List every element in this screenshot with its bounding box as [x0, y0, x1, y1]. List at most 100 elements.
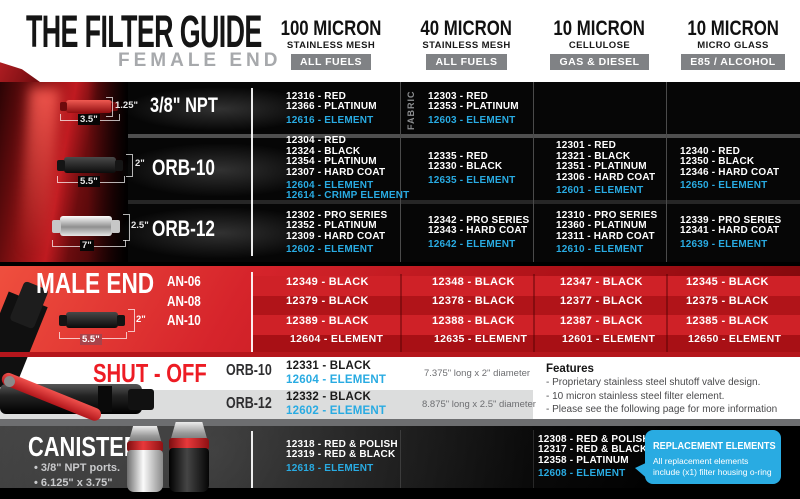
female-end-section [0, 82, 800, 262]
column-micron-label: 100 MICRON [280, 17, 382, 40]
part-number: 12316 - RED [286, 90, 347, 102]
part-number: 12385 - BLACK [686, 315, 769, 327]
element-number: 12610 - ELEMENT [556, 243, 644, 255]
part-number: 12332 - BLACK [286, 391, 372, 403]
part-number: 12318 - RED & POLISH [286, 438, 398, 450]
canister-heading: CANISTER [28, 431, 140, 462]
length-dim: 5.5" [80, 334, 102, 345]
length-dim: 7" [80, 240, 94, 251]
row-label-orb12: ORB-12 [152, 216, 215, 241]
column-divider [400, 274, 402, 354]
part-number: 12308 - RED & POLISH [538, 433, 650, 445]
part-number: 12379 - BLACK [286, 295, 369, 307]
orb10-filter-image [64, 157, 116, 173]
part-number: 12310 - PRO SERIES [556, 209, 658, 221]
part-number: 12346 - HARD COAT [680, 166, 780, 178]
height-dim: 1.25" [115, 100, 138, 111]
column-divider [666, 274, 668, 354]
bullet-item: • 6.125" x 3.75" [34, 477, 113, 489]
bullet-item: • 3/8" NPT ports. [34, 462, 121, 474]
part-number: 12317 - RED & BLACK [538, 444, 648, 456]
cell-npt-100micron: 12316 - RED 12366 - PLATINUM 12616 - ELE… [286, 84, 396, 134]
part-number: 12307 - HARD COAT [286, 166, 386, 178]
cell-shutoff-orb10: 12331 - BLACK 12604 - ELEMENT [286, 357, 406, 390]
part-number: 12321 - BLACK [556, 150, 631, 162]
orb12-filter-image [60, 216, 112, 236]
black-canister-photo [169, 448, 209, 492]
part-number: 12354 - PLATINUM [286, 156, 377, 168]
cell-canister-100micron: 12318 - RED & POLISH 12319 - RED & BLACK… [286, 432, 406, 482]
element-number: 12602 - ELEMENT [286, 404, 387, 417]
length-dim: 3.5" [78, 114, 100, 125]
height-dim: 2" [135, 158, 145, 169]
part-number: 12388 - BLACK [432, 315, 515, 327]
red-filter-photo-corner [0, 62, 40, 82]
canister-bracket [170, 422, 208, 442]
an08-stripe [253, 296, 800, 315]
part-number: 12339 - PRO SERIES [680, 214, 782, 226]
element-number: 12604 - ELEMENT [286, 179, 374, 191]
part-number: 12331 - BLACK [286, 360, 372, 372]
element-number: 12650 - ELEMENT [680, 179, 768, 191]
height-dim-line [128, 309, 135, 332]
fuel-badge: GAS & DIESEL [550, 54, 649, 70]
cell-npt-40micron: 12303 - RED 12353 - PLATINUM 12603 - ELE… [428, 84, 532, 134]
canister-bracket [128, 426, 162, 444]
element-number: 12639 - ELEMENT [680, 238, 768, 250]
column-divider [400, 430, 401, 488]
part-number: 12345 - BLACK [686, 276, 769, 288]
cell-orb12-cellulose: 12310 - PRO SERIES 12360 - PLATINUM 1231… [556, 206, 664, 260]
part-number: 12341 - HARD COAT [680, 225, 780, 237]
female-end-heading: FEMALE END [118, 50, 282, 71]
callout-title: REPLACEMENT ELEMENTS [653, 441, 776, 452]
column-divider [666, 82, 667, 262]
replacement-elements-callout: REPLACEMENT ELEMENTS All replacement ele… [635, 430, 781, 484]
an10-stripe [253, 315, 800, 335]
column-micron-label: 10 MICRON [553, 17, 646, 40]
male-end-heading: MALE END [36, 268, 155, 300]
column-divider [400, 82, 401, 262]
part-number: 12352 - PLATINUM [286, 220, 377, 232]
row-label-an06: AN-06 [167, 273, 201, 290]
height-dim-line [106, 97, 113, 117]
column-divider [533, 82, 534, 262]
element-stripe [253, 335, 800, 352]
element-number: 12601 - ELEMENT [556, 185, 644, 197]
part-number: 12306 - HARD COAT [556, 171, 656, 183]
part-number: 12343 - HARD COAT [428, 225, 528, 237]
part-number: 12387 - BLACK [560, 315, 643, 327]
part-number: 12358 - PLATINUM [538, 454, 629, 466]
height-dim-line [123, 214, 130, 241]
column-header-10-micron-cellulose: 10 MICRON CELLULOSE GAS & DIESEL [533, 18, 666, 70]
cell-orb12-microglass: 12339 - PRO SERIES 12341 - HARD COAT 126… [680, 206, 798, 260]
fuel-badge: E85 / ALCOHOL [681, 54, 785, 70]
cell-orb12-40micron: 12342 - PRO SERIES 12343 - HARD COAT 126… [428, 206, 532, 260]
part-number: 12350 - BLACK [680, 156, 755, 168]
element-number: 12604 - ELEMENT [290, 333, 384, 345]
row-label-orb10: ORB-10 [152, 155, 215, 180]
element-number: 12642 - ELEMENT [428, 238, 516, 250]
npt-filter-image [66, 100, 112, 113]
cell-orb10-100micron: 12304 - RED 12324 - BLACK 12354 - PLATIN… [286, 135, 409, 201]
row-divider [128, 134, 800, 138]
feature-item: - Proprietary stainless steel shutoff va… [546, 377, 761, 388]
part-number: 12319 - RED & BLACK [286, 449, 396, 461]
part-number: 12366 - PLATINUM [286, 101, 377, 113]
element-number: 12635 - ELEMENT [428, 174, 516, 186]
column-media-label: STAINLESS MESH [286, 40, 376, 51]
length-dim: 5.5" [78, 176, 100, 187]
size-note: 7.375" long x 2" diameter [424, 368, 531, 379]
part-number: 12360 - PLATINUM [556, 220, 647, 232]
column-divider [533, 430, 534, 488]
part-number: 12335 - RED [428, 150, 489, 162]
fabric-tag: FABRIC [406, 90, 416, 131]
column-micron-label: 40 MICRON [420, 17, 513, 40]
features-title: Features [546, 363, 594, 375]
part-number: 12301 - RED [556, 140, 617, 152]
part-number: 12304 - RED [286, 135, 347, 147]
part-number: 12303 - RED [428, 90, 489, 102]
element-number: 12650 - ELEMENT [688, 333, 782, 345]
part-number: 12311 - HARD COAT [556, 230, 655, 242]
element-number: 12603 - ELEMENT [428, 114, 516, 126]
part-number: 12330 - BLACK [428, 161, 503, 173]
